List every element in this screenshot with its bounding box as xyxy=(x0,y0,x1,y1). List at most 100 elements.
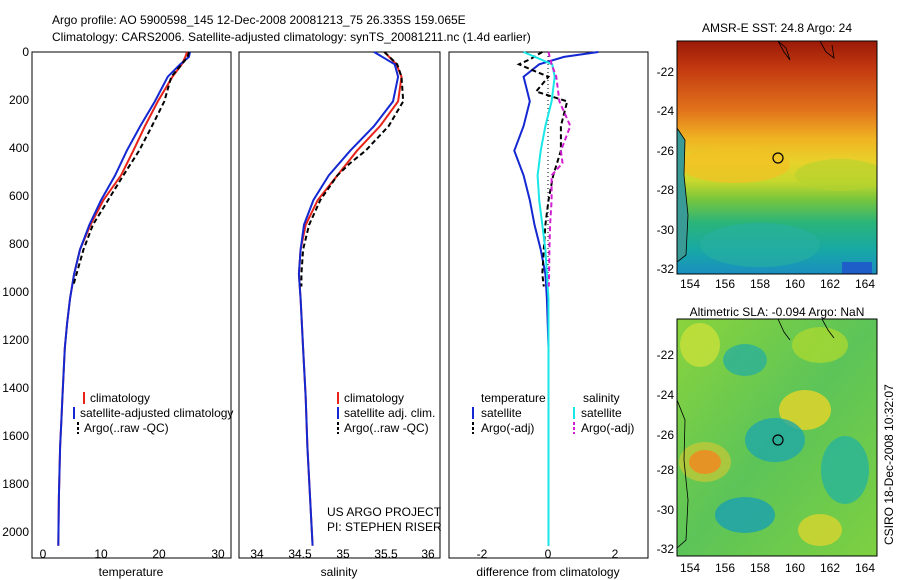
legend-label-sat-2: satellite adj. clim. xyxy=(344,406,435,420)
legend-salinity-heading: salinity xyxy=(583,391,620,405)
header-line2: Climatology: CARS2006. Satellite-adjuste… xyxy=(52,30,531,44)
xtick-s36: 36 xyxy=(421,547,435,561)
sla-warm-eddy-halo xyxy=(679,442,731,482)
coastline-west xyxy=(677,127,689,263)
sst-field xyxy=(677,41,877,274)
xtick-d0: 0 xyxy=(545,547,552,561)
xtick-d2: 2 xyxy=(612,547,619,561)
temperature-axes xyxy=(31,51,232,559)
coastline-north-east xyxy=(819,41,835,59)
sst-ytick-24: -24 xyxy=(657,104,675,118)
legend-label-argo-2: Argo(..raw -QC) xyxy=(344,421,429,435)
xtick-t10: 10 xyxy=(94,547,108,561)
temperature-xticks: 0 10 20 30 xyxy=(40,547,225,561)
temperature-yticks: 0 200 400 600 800 1000 1200 1400 1600 18… xyxy=(2,45,29,539)
sla-xticks: 154 156 158 160 162 164 xyxy=(680,561,875,575)
ytick-1800: 1800 xyxy=(2,477,29,491)
sst-xtick-164: 164 xyxy=(855,277,875,291)
difference-xticks: -2 0 2 xyxy=(477,547,619,561)
difference-xlabel: difference from climatology xyxy=(476,565,619,579)
temperature-series-layer xyxy=(57,51,191,546)
temperature-profile-series-2 xyxy=(72,51,190,287)
sst-xticks: 154 156 158 160 162 164 xyxy=(680,277,875,291)
xtick-d-2: -2 xyxy=(477,547,488,561)
header-line1: Argo profile: AO 5900598_145 12-Dec-2008… xyxy=(52,13,466,27)
difference-profile-series-3 xyxy=(547,51,572,287)
pi-label: PI: STEPHEN RISER xyxy=(327,520,442,534)
sst-mid-patch xyxy=(795,159,877,191)
temperature-legend: climatology satellite-adjusted climatolo… xyxy=(73,391,233,435)
legend-label-clim: climatology xyxy=(90,391,150,405)
difference-profile-series-2 xyxy=(523,51,556,546)
salinity-profile-series-2 xyxy=(300,51,405,287)
sla-xtick-158: 158 xyxy=(750,561,770,575)
sla-ytick-22: -22 xyxy=(657,348,675,362)
ytick-1400: 1400 xyxy=(2,381,29,395)
sst-map-frame xyxy=(676,40,878,275)
sla-xtick-160: 160 xyxy=(785,561,805,575)
sst-map-title: AMSR-E SST: 24.8 Argo: 24 xyxy=(702,21,852,35)
salinity-axes xyxy=(238,51,441,559)
ytick-800: 800 xyxy=(9,237,29,251)
sst-ytick-26: -26 xyxy=(657,144,675,158)
xtick-s34: 34 xyxy=(250,547,264,561)
sst-ytick-30: -30 xyxy=(657,223,675,237)
temperature-profile-series-1 xyxy=(57,51,191,546)
xtick-s35-5: 35.5 xyxy=(374,547,398,561)
sla-map-title: Altimetric SLA: -0.094 Argo: NaN xyxy=(690,305,865,319)
coastline-north xyxy=(777,41,791,61)
sst-warm-tongue xyxy=(680,147,790,183)
sst-ytick-22: -22 xyxy=(657,65,675,79)
sst-yticks: -22 -24 -26 -28 -30 -32 xyxy=(657,65,675,276)
sst-xtick-160: 160 xyxy=(785,277,805,291)
ytick-1000: 1000 xyxy=(2,285,29,299)
sla-blob-3 xyxy=(792,327,848,363)
legend-temperature-heading: temperature xyxy=(481,391,546,405)
sla-coastline-west xyxy=(677,399,689,549)
xtick-t30: 30 xyxy=(211,547,225,561)
legend-label-argo: Argo(..raw -QC) xyxy=(84,421,169,435)
ytick-1200: 1200 xyxy=(2,333,29,347)
sla-blob-2 xyxy=(723,344,767,376)
sst-cold-corner xyxy=(842,262,872,274)
sla-xtick-164: 164 xyxy=(855,561,875,575)
sst-xtick-158: 158 xyxy=(750,277,770,291)
sla-ytick-26: -26 xyxy=(657,428,675,442)
sla-field xyxy=(677,319,877,556)
ytick-0: 0 xyxy=(22,45,29,59)
sla-blob-7 xyxy=(715,497,775,533)
legend-label-clim-2: climatology xyxy=(344,391,404,405)
sla-ytick-24: -24 xyxy=(657,388,675,402)
salinity-legend: climatology satellite adj. clim. Argo(..… xyxy=(337,391,435,435)
sla-xtick-162: 162 xyxy=(820,561,840,575)
legend-label-temp-argo: Argo(-adj) xyxy=(481,421,534,435)
legend-label-sat: satellite-adjusted climatology xyxy=(80,406,233,420)
sla-ytick-28: -28 xyxy=(657,463,675,477)
project-label: US ARGO PROJECT xyxy=(327,505,442,519)
xtick-s35: 35 xyxy=(336,547,350,561)
sla-blob-8 xyxy=(798,514,842,546)
sla-blob-5 xyxy=(745,418,805,462)
xtick-t0: 0 xyxy=(40,547,47,561)
legend-label-sal-argo: Argo(-adj) xyxy=(581,421,634,435)
csiro-timestamp: CSIRO 18-Dec-2008 10:32:07 xyxy=(882,384,896,545)
sla-coastline-north xyxy=(777,319,791,341)
sla-map-frame xyxy=(676,318,878,557)
xtick-s34-5: 34.5 xyxy=(288,547,312,561)
legend-label-temp-sat: satellite xyxy=(481,406,522,420)
ytick-400: 400 xyxy=(9,141,29,155)
legend-label-sal-sat: satellite xyxy=(581,406,622,420)
sst-ytick-32: -32 xyxy=(657,262,675,276)
sla-ytick-32: -32 xyxy=(657,542,675,556)
ytick-200: 200 xyxy=(9,93,29,107)
salinity-xticks: 34 34.5 35 35.5 36 xyxy=(250,547,435,561)
salinity-profile-series-1 xyxy=(297,51,400,546)
ytick-600: 600 xyxy=(9,189,29,203)
sst-ytick-28: -28 xyxy=(657,183,675,197)
sla-ytick-30: -30 xyxy=(657,503,675,517)
sst-xtick-154: 154 xyxy=(680,277,700,291)
sla-coastline-north-east xyxy=(821,319,835,339)
sst-argo-marker xyxy=(772,152,784,164)
temperature-xlabel: temperature xyxy=(99,565,164,579)
